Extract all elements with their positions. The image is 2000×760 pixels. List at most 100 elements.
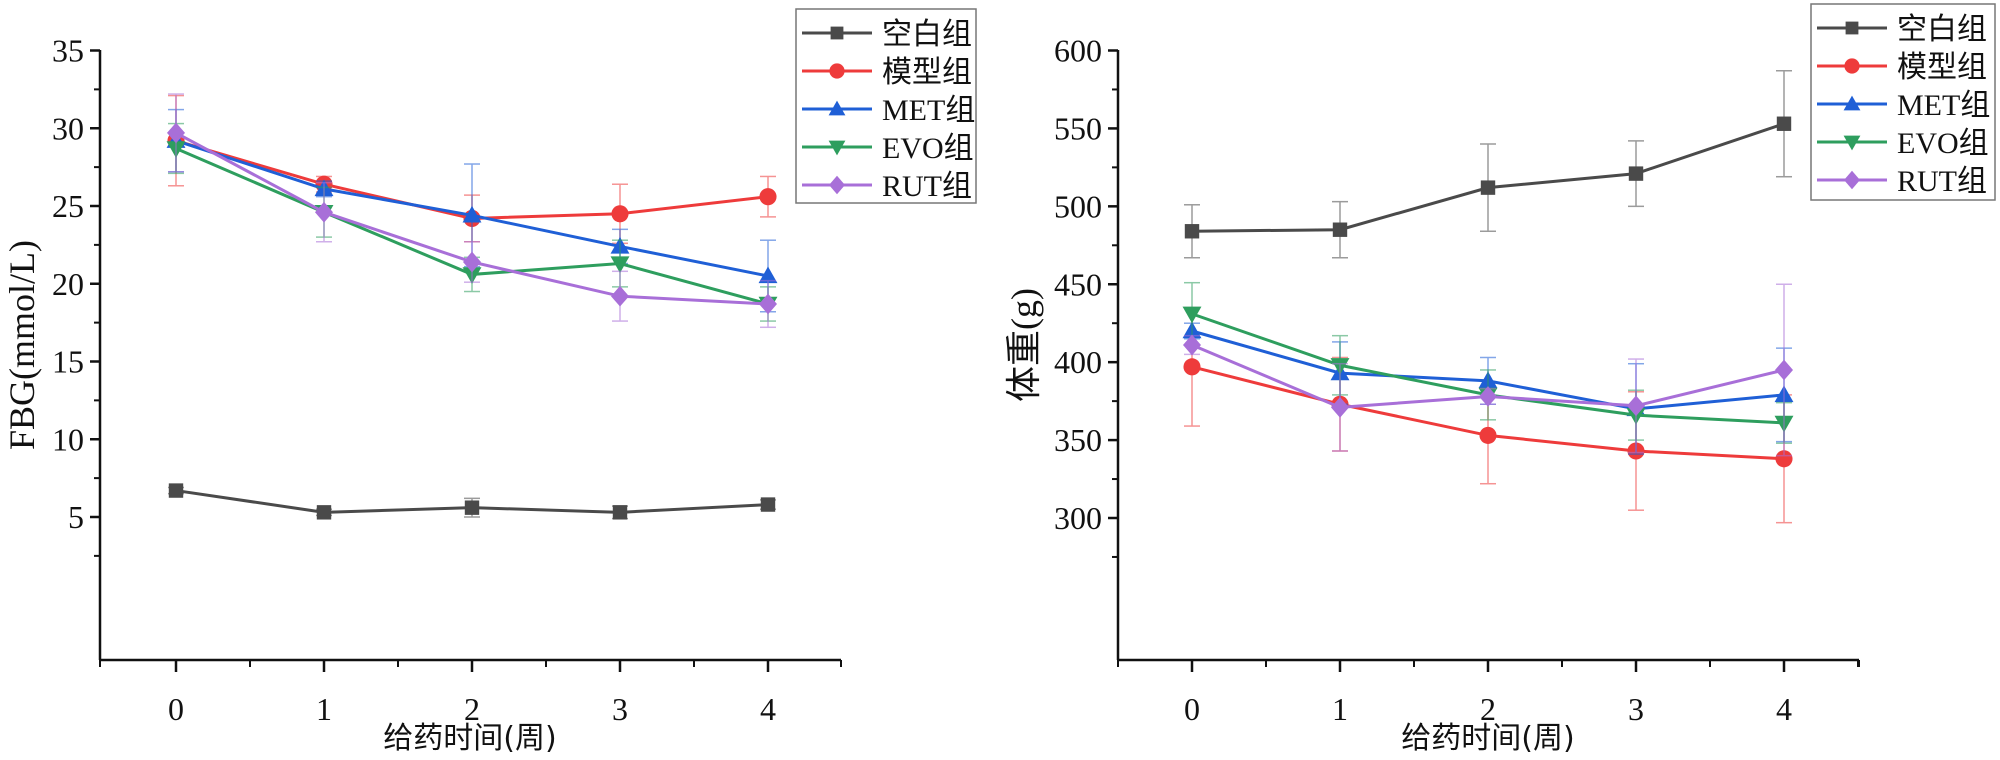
y-tick-label: 600	[1054, 33, 1102, 69]
data-point	[759, 188, 777, 206]
data-point	[758, 266, 778, 284]
y-ticks: 300 350 400 450 500 550 600	[1054, 33, 1118, 558]
data-point	[1479, 386, 1497, 407]
legend-marker	[830, 26, 844, 40]
data-point	[315, 201, 333, 223]
legend-label: 模型组	[1897, 51, 1987, 84]
data-point	[463, 251, 481, 273]
legend-label: 空白组	[1897, 13, 1987, 46]
legend-marker	[828, 140, 846, 156]
series-layer	[1182, 70, 1794, 524]
data-point	[167, 122, 185, 144]
data-point	[1184, 224, 1200, 239]
data-point	[1627, 395, 1645, 417]
data-point	[1183, 334, 1201, 356]
x-ticks: 0 1 2 3 4	[99, 660, 842, 727]
y-ticks: 5 10 15 20 25 30 35	[52, 33, 100, 557]
data-point	[168, 483, 184, 498]
x-tick-label: 0	[168, 691, 184, 727]
series-空白组	[168, 483, 776, 520]
legend-label: RUT组	[1897, 165, 1987, 198]
data-point	[1775, 450, 1793, 468]
y-tick-label: 500	[1054, 188, 1102, 224]
x-ticks: 0 1 2 3 4	[1117, 660, 1860, 727]
data-point	[612, 505, 628, 520]
legend-item: MET组	[802, 94, 975, 127]
legend-box	[1810, 3, 1996, 201]
legend-marker	[1843, 95, 1861, 111]
y-axis-title: FBG(mmol/L)	[2, 240, 42, 450]
x-tick-label: 1	[316, 691, 332, 727]
y-tick-label: 550	[1054, 110, 1102, 146]
legend-item: RUT组	[1817, 165, 1987, 198]
x-tick-label: 0	[1184, 691, 1200, 727]
legend-box	[795, 8, 977, 204]
x-tick-label: 4	[1776, 691, 1792, 727]
y-tick-label: 450	[1054, 266, 1102, 302]
series-RUT组	[1183, 283, 1793, 457]
data-point	[1332, 222, 1348, 237]
legend-item: 模型组	[1817, 51, 1987, 84]
data-point	[759, 293, 777, 315]
data-point	[1628, 166, 1644, 181]
legend-item: 空白组	[1817, 13, 1987, 46]
legend-marker	[1844, 170, 1860, 190]
x-axis-title: 给药时间(周)	[1401, 721, 1574, 756]
data-point	[611, 285, 629, 307]
x-tick-label: 4	[760, 691, 776, 727]
y-tick-label: 25	[52, 188, 84, 224]
data-point	[1479, 426, 1497, 444]
legend-item: RUT组	[802, 170, 972, 203]
data-point	[464, 500, 480, 515]
data-point	[1182, 306, 1202, 324]
y-tick-label: 300	[1054, 500, 1102, 536]
legend-marker	[829, 63, 845, 79]
legend-item: EVO组	[1817, 127, 1989, 160]
legend-marker	[1845, 21, 1859, 35]
legend-item: EVO组	[802, 132, 974, 165]
legend-marker	[1843, 135, 1861, 151]
legend-item: MET组	[1817, 89, 1990, 122]
x-tick-label: 2	[464, 691, 480, 727]
y-tick-label: 15	[52, 344, 84, 380]
data-point	[316, 505, 332, 520]
series-RUT组	[167, 93, 777, 329]
x-tick-label: 3	[612, 691, 628, 727]
legend-marker	[829, 175, 845, 195]
legend-marker	[1844, 58, 1860, 74]
x-tick-label: 1	[1332, 691, 1348, 727]
x-tick-label: 2	[1480, 691, 1496, 727]
data-point	[1183, 358, 1201, 376]
series-layer	[166, 93, 778, 520]
y-tick-label: 35	[52, 33, 84, 69]
data-point	[611, 205, 629, 223]
data-point	[1331, 397, 1349, 418]
x-tick-label: 3	[1628, 691, 1644, 727]
data-point	[462, 205, 482, 223]
data-point	[1776, 116, 1792, 131]
legend-item: 模型组	[802, 56, 972, 89]
data-point	[1775, 359, 1793, 381]
legend-label: RUT组	[882, 170, 972, 203]
y-tick-label: 5	[68, 499, 84, 535]
y-tick-label: 400	[1054, 344, 1102, 380]
legend-label: EVO组	[1897, 127, 1989, 160]
series-空白组	[1184, 70, 1792, 259]
legend-marker	[828, 100, 846, 116]
data-point	[610, 256, 630, 273]
legend-label: MET组	[882, 94, 975, 127]
legend-item: 空白组	[802, 18, 972, 51]
x-axis-title: 给药时间(周)	[383, 721, 556, 756]
legend-label: 空白组	[882, 18, 972, 51]
legend-label: MET组	[1897, 89, 1990, 122]
y-tick-label: 10	[52, 421, 84, 457]
data-point	[1480, 180, 1496, 195]
legend-label: EVO组	[882, 132, 974, 165]
legend-label: 模型组	[882, 56, 972, 89]
y-tick-label: 20	[52, 266, 84, 302]
weight-chart: 300 350 400 450 500 550 600 0 1 2 3 4 给药时间(周) 体重(g…	[1004, 3, 1996, 756]
y-axis-title: 体重(g)	[1004, 288, 1044, 402]
